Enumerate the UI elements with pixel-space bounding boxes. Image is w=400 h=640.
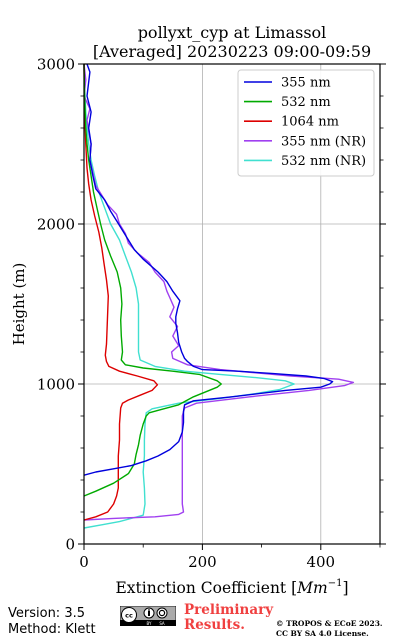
legend-label-355-nm-nr: 355 nm (NR)	[281, 134, 366, 149]
ticks: 0 200 400 0 1000 2000 3000	[37, 56, 386, 571]
series-line-1064-nm	[83, 63, 159, 521]
y-tick-label: 3000	[37, 56, 75, 74]
method-label: Method: Klett	[8, 622, 96, 637]
x-axis-label: Extinction Coefficient [Mm−1]	[115, 578, 348, 597]
legend-label-1064-nm: 1064 nm	[281, 115, 339, 130]
x-tick-label: 0	[79, 553, 89, 571]
chart-title: pollyxt_cyp at Limassol	[138, 23, 327, 42]
x-tick-label: 400	[306, 553, 335, 571]
chart-subtitle: [Averaged] 20230223 09:00-09:59	[93, 42, 371, 61]
legend: 355 nm 532 nm 1064 nm 355 nm (NR) 532 nm (NR…	[237, 69, 375, 177]
legend-label-355-nm: 355 nm	[281, 76, 331, 91]
x-axis-label-main: Extinction Coefficient [	[115, 579, 297, 597]
series-line-355-nm-nr	[83, 63, 355, 521]
series-line-532-nm	[83, 63, 222, 497]
axes-frame	[83, 63, 381, 545]
version-label: Version: 3.5	[8, 606, 85, 621]
svg-text:BY: BY	[147, 621, 153, 626]
svg-text:cc: cc	[125, 612, 133, 620]
y-axis-label: Height (m)	[10, 263, 28, 346]
series-layer	[83, 63, 355, 529]
svg-text:SA: SA	[159, 621, 165, 626]
preliminary-label: Preliminary	[184, 602, 274, 618]
legend-label-532-nm-nr: 532 nm (NR)	[281, 154, 366, 169]
license-label: CC BY SA 4.0 License.	[276, 629, 369, 638]
y-tick-label: 0	[65, 536, 75, 554]
x-axis-label-close: ]	[342, 579, 348, 597]
legend-box	[237, 69, 375, 177]
x-axis-label-exponent: −1	[328, 578, 343, 589]
y-tick-label: 2000	[37, 216, 75, 234]
preliminary-results-label: Results.	[184, 617, 245, 633]
x-tick-label: 200	[188, 553, 217, 571]
cc-by-sa-logo: cc BY SA	[119, 605, 177, 627]
x-axis-label-unit: Mm	[296, 579, 328, 597]
series-line-355-nm	[83, 63, 334, 476]
copyright-label: © TROPOS & ECoE 2023.	[276, 619, 383, 628]
y-tick-label: 1000	[37, 376, 75, 394]
legend-label-532-nm: 532 nm	[281, 95, 331, 110]
